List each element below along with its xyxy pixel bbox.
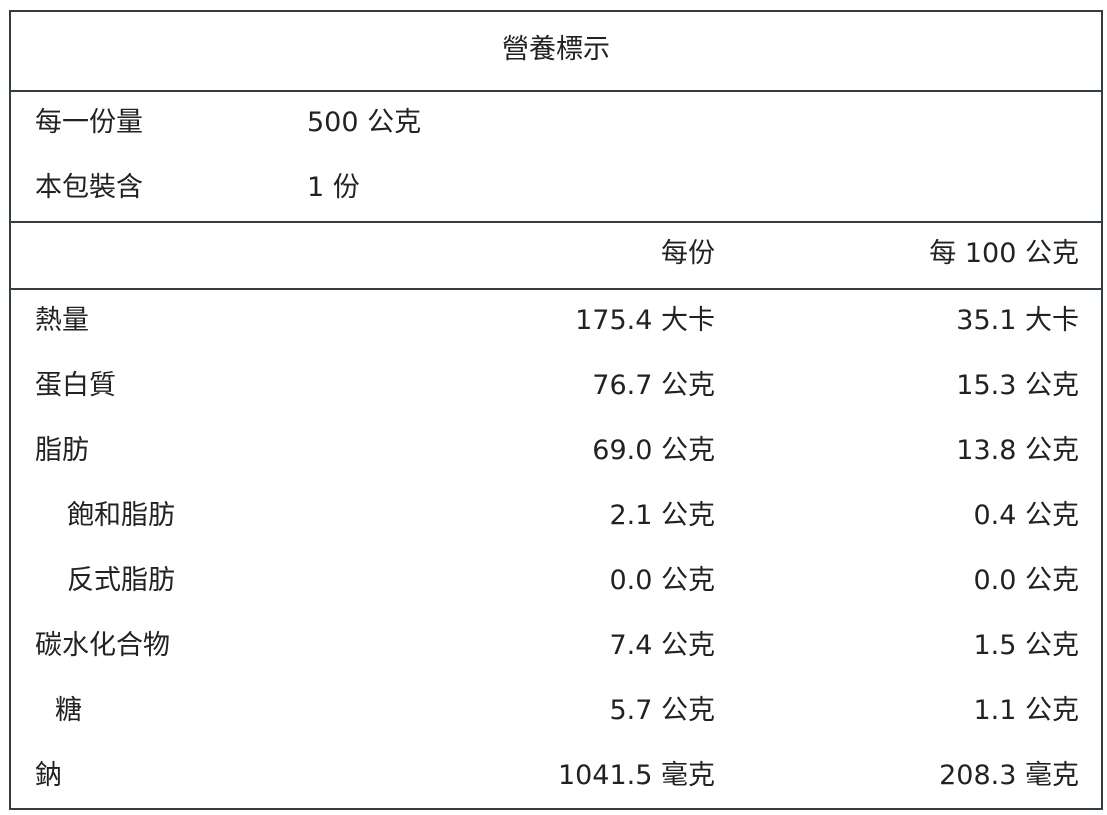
nutrient-per-serving: 2.1 公克 xyxy=(609,500,715,531)
nutrient-per-serving: 0.0 公克 xyxy=(609,565,715,596)
label-title: 營養標示 xyxy=(502,34,610,65)
nutrient-name: 蛋白質 xyxy=(35,370,116,401)
nutrient-per-serving: 175.4 大卡 xyxy=(575,305,715,336)
nutrient-per-serving: 5.7 公克 xyxy=(609,695,715,726)
nutrient-name: 熱量 xyxy=(35,305,89,336)
nutrient-per-100g: 1.1 公克 xyxy=(973,695,1079,726)
nutrient-name: 鈉 xyxy=(35,760,62,791)
column-header-per-100g: 每 100 公克 xyxy=(929,238,1079,269)
nutrient-per-100g: 208.3 毫克 xyxy=(939,760,1079,791)
nutrient-per-100g: 0.4 公克 xyxy=(973,500,1079,531)
servings-per-package-label: 本包裝含 xyxy=(35,172,143,203)
nutrient-name: 脂肪 xyxy=(35,435,89,466)
nutrient-per-100g: 0.0 公克 xyxy=(973,565,1079,596)
divider xyxy=(11,90,1101,92)
nutrient-per-100g: 15.3 公克 xyxy=(956,370,1079,401)
servings-per-package-value: 1 份 xyxy=(307,172,360,203)
nutrient-per-100g: 1.5 公克 xyxy=(973,630,1079,661)
nutrient-per-serving: 69.0 公克 xyxy=(592,435,715,466)
column-header-per-serving: 每份 xyxy=(661,238,715,269)
nutrition-label: 營養標示 每一份量 500 公克 本包裝含 1 份 每份 每 100 公克 熱量… xyxy=(9,10,1103,810)
nutrient-name: 糖 xyxy=(55,695,82,726)
nutrient-per-100g: 35.1 大卡 xyxy=(956,305,1079,336)
nutrient-name: 反式脂肪 xyxy=(67,565,175,596)
nutrient-per-serving: 76.7 公克 xyxy=(592,370,715,401)
divider xyxy=(11,288,1101,290)
nutrient-name: 飽和脂肪 xyxy=(67,500,175,531)
nutrient-per-100g: 13.8 公克 xyxy=(956,435,1079,466)
serving-size-value: 500 公克 xyxy=(307,107,422,138)
serving-size-label: 每一份量 xyxy=(35,107,143,138)
nutrient-per-serving: 7.4 公克 xyxy=(609,630,715,661)
divider xyxy=(11,221,1101,223)
nutrient-per-serving: 1041.5 毫克 xyxy=(557,760,715,791)
nutrient-name: 碳水化合物 xyxy=(35,630,170,661)
